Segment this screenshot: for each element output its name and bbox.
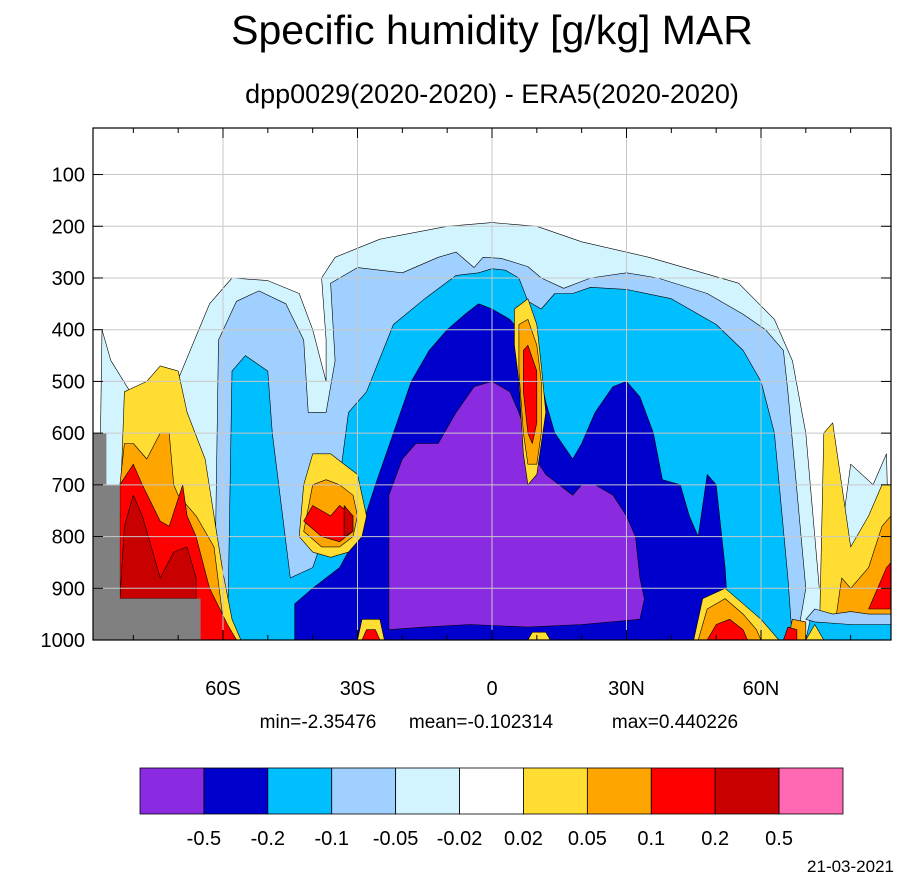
colorbar-box-9 <box>714 767 780 815</box>
colorbar-box-7 <box>586 767 652 815</box>
colorbar-label: 0.2 <box>701 828 729 850</box>
y-tick-label: 700 <box>52 475 85 497</box>
plot-area <box>93 128 891 640</box>
x-tick-label: 30N <box>608 678 645 700</box>
colorbar-box-1 <box>203 767 269 815</box>
colorbar-label: -0.1 <box>314 828 348 850</box>
contour-region-27 <box>805 624 825 640</box>
y-tick-label: 400 <box>52 320 85 342</box>
axis-ticks <box>93 128 891 641</box>
x-tick-label: 0 <box>486 678 497 700</box>
colorbar-box-6 <box>523 767 588 815</box>
x-tick-label: 60N <box>743 678 780 700</box>
colorbar-box-3 <box>331 767 397 815</box>
stat-mean: mean=-0.102314 <box>409 712 554 733</box>
y-tick-label: 900 <box>52 578 85 600</box>
contour-region-17 <box>361 629 381 640</box>
colorbar-box-4 <box>395 767 460 815</box>
contour-region-12 <box>343 505 354 537</box>
date-stamp: 21-03-2021 <box>807 857 894 876</box>
x-tick-label: 60S <box>205 678 241 700</box>
contour-region-24 <box>868 562 891 610</box>
stat-max: max=0.440226 <box>612 712 738 733</box>
colorbar-label: -0.2 <box>251 828 285 850</box>
grid-lines <box>93 128 891 640</box>
contour-region-21 <box>706 618 748 640</box>
y-tick-label: 100 <box>52 165 85 187</box>
x-tick-label: 30S <box>340 678 376 700</box>
y-tick-label: 1000 <box>41 630 86 652</box>
contour-region-29 <box>783 626 798 640</box>
colorbar-label: -0.5 <box>187 828 221 850</box>
contour-region-8 <box>119 494 197 599</box>
y-tick-label: 800 <box>52 527 85 549</box>
colorbar <box>139 767 844 815</box>
y-tick-labels: 100 200 300 400 500 600 700 800 900 1000 <box>41 165 86 652</box>
colorbar-label: 0.02 <box>504 828 543 850</box>
colorbar-label: 0.5 <box>765 828 793 850</box>
colorbar-label: 0.1 <box>637 828 665 850</box>
colorbar-box-5 <box>459 767 524 815</box>
chart-subtitle: dpp0029(2020-2020) - ERA5(2020-2020) <box>245 79 739 109</box>
colorbar-label: 0.05 <box>568 828 607 850</box>
colorbar-box-2 <box>267 767 333 815</box>
contour-region-26 <box>805 608 891 625</box>
y-tick-label: 600 <box>52 423 85 445</box>
colorbar-box-8 <box>650 767 716 815</box>
colorbar-label: -0.02 <box>437 828 483 850</box>
y-tick-label: 500 <box>52 371 85 393</box>
x-tick-labels: 60S 30S 0 30N 60N <box>205 678 779 700</box>
colorbar-box-10 <box>778 767 844 815</box>
colorbar-labels: -0.5 -0.2 -0.1 -0.05 -0.02 0.02 0.05 0.1 0.2 0.5 <box>187 828 793 850</box>
y-tick-label: 300 <box>52 268 85 290</box>
colorbar-label: -0.05 <box>373 828 419 850</box>
colorbar-box-0 <box>139 767 205 815</box>
y-tick-label: 200 <box>52 216 85 238</box>
stat-min: min=-2.35476 <box>260 712 377 733</box>
chart-title: Specific humidity [g/kg] MAR <box>231 7 753 53</box>
contour-region-18 <box>527 631 551 640</box>
